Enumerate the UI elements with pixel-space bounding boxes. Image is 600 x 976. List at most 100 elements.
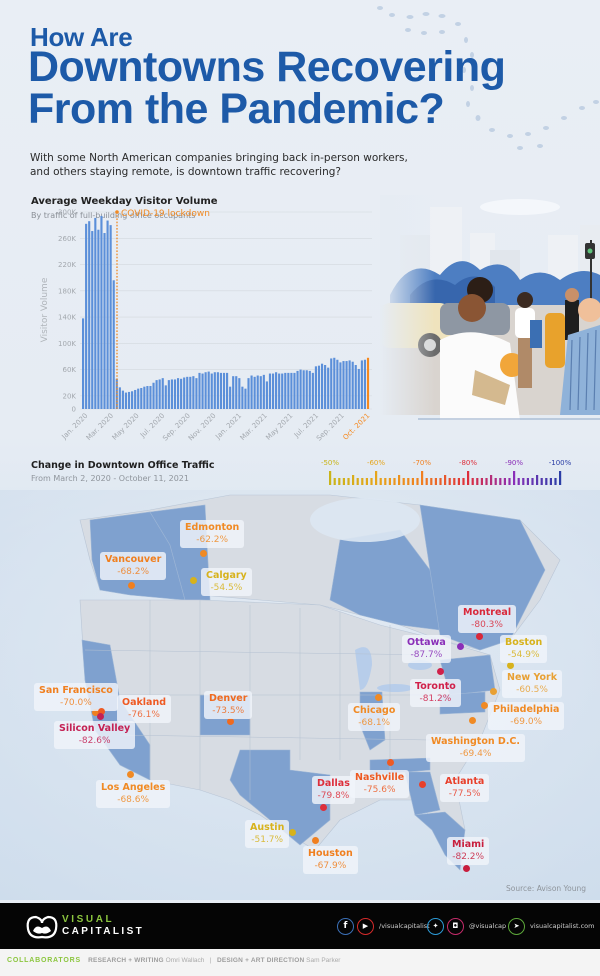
bar bbox=[180, 378, 183, 409]
city-name: Chicago bbox=[353, 705, 396, 716]
youtube-icon[interactable]: ▶ bbox=[357, 917, 374, 935]
bar bbox=[131, 391, 134, 409]
city-value: -68.1% bbox=[358, 718, 391, 728]
city-dot bbox=[199, 549, 207, 557]
page-title: Downtowns Recovering From the Pandemic? bbox=[28, 46, 588, 131]
city-value: -79.8% bbox=[317, 791, 350, 801]
city-value: -81.2% bbox=[419, 694, 452, 704]
y-tick-label: 20K bbox=[63, 392, 77, 400]
city-label-chicago: Chicago -68.1% bbox=[348, 703, 401, 731]
color-scale-legend: -50% -60% -70% -80% -90% -100% bbox=[321, 459, 572, 485]
website-url[interactable]: visualcapitalist.com bbox=[530, 922, 595, 930]
city-value: -87.7% bbox=[410, 650, 443, 660]
map-title: Change in Downtown Office Traffic bbox=[31, 460, 215, 471]
bar bbox=[281, 373, 284, 409]
city-dot bbox=[189, 576, 197, 584]
bar-chart-title: Average Weekday Visitor Volume bbox=[31, 196, 218, 207]
bar bbox=[324, 365, 327, 409]
bar bbox=[284, 372, 287, 409]
bar bbox=[103, 233, 106, 409]
twitter-icon[interactable]: ✦ bbox=[427, 917, 444, 935]
city-label-silicon-valley: Silicon Valley -82.6% bbox=[54, 721, 136, 749]
bar bbox=[222, 372, 226, 409]
role-research-writing: RESEARCH + WRITING bbox=[88, 957, 164, 964]
instagram-icon[interactable]: ◘ bbox=[447, 917, 464, 935]
bar bbox=[88, 221, 91, 409]
lake-erie bbox=[377, 684, 413, 692]
cursor-icon[interactable]: ➤ bbox=[508, 917, 525, 935]
bar bbox=[106, 220, 109, 409]
social-handle-visualcapitalist[interactable]: /visualcapitalist bbox=[379, 922, 430, 930]
social-handle-visualcap[interactable]: @visualcap bbox=[469, 922, 507, 930]
footer-bar: VISUAL CAPITALIST f ▶ /visualcapitalist … bbox=[0, 903, 600, 949]
city-label-boston: Boston -54.9% bbox=[500, 635, 548, 663]
legend-tick-label: -90% bbox=[505, 459, 523, 467]
bar bbox=[238, 378, 241, 409]
bar bbox=[173, 379, 177, 409]
city-label-nashville: Nashville -75.6% bbox=[350, 770, 410, 798]
bar bbox=[97, 229, 100, 409]
city-name: Los Angeles bbox=[101, 782, 166, 793]
bar bbox=[137, 388, 140, 409]
name-design: Sam Parker bbox=[306, 957, 341, 964]
social-facebook-youtube[interactable]: f ▶ /visualcapitalist bbox=[337, 916, 430, 936]
city-label-san-francisco: San Francisco -70.0% bbox=[34, 683, 118, 711]
social-twitter-instagram[interactable]: ✦ ◘ @visualcap bbox=[427, 916, 506, 936]
city-label-ottawa: Ottawa -87.7% bbox=[402, 635, 451, 663]
y-tick-label: 100K bbox=[58, 340, 76, 348]
bar bbox=[143, 386, 146, 409]
city-label-austin: Austin -51.7% bbox=[245, 820, 290, 848]
bar bbox=[216, 372, 219, 409]
y-tick-label: 140K bbox=[58, 314, 76, 322]
city-dot bbox=[506, 661, 514, 669]
bar bbox=[112, 280, 115, 409]
bar bbox=[146, 386, 149, 409]
x-tick-label: Mar. 2021 bbox=[239, 412, 269, 442]
city-label-edmonton: Edmonton -62.2% bbox=[180, 520, 245, 548]
city-value: -54.5% bbox=[210, 583, 243, 593]
city-value: -62.2% bbox=[196, 535, 229, 545]
bar bbox=[287, 372, 290, 409]
bar-chart-subtitle: By traffic of full-building office occup… bbox=[31, 211, 196, 220]
bar bbox=[363, 359, 367, 409]
bar bbox=[290, 372, 293, 409]
visual-capitalist-logo-icon bbox=[26, 915, 58, 939]
chart-bars bbox=[82, 215, 370, 409]
intro-line-2: and others staying remote, is downtown t… bbox=[30, 166, 341, 178]
bar bbox=[265, 381, 268, 409]
bar bbox=[127, 391, 131, 409]
city-dot bbox=[480, 701, 488, 709]
legend-tick-label: -50% bbox=[321, 459, 339, 467]
website-link[interactable]: ➤ visualcapitalist.com bbox=[508, 916, 594, 936]
bar bbox=[85, 223, 88, 409]
city-dot bbox=[226, 717, 234, 725]
bar bbox=[91, 231, 94, 409]
city-street-illustration bbox=[380, 195, 600, 425]
y-axis-labels: 300K 260K 220K 180K 140K 100K 60K 20K 0 bbox=[58, 209, 76, 414]
bar bbox=[271, 373, 275, 409]
city-dot bbox=[436, 667, 444, 675]
facebook-icon[interactable]: f bbox=[337, 917, 354, 935]
bar bbox=[186, 376, 189, 409]
bar bbox=[161, 378, 164, 409]
bar bbox=[302, 370, 305, 409]
bar bbox=[219, 372, 223, 409]
city-dot bbox=[462, 864, 470, 872]
bar bbox=[94, 217, 97, 409]
map-subtitle: From March 2, 2020 - October 11, 2021 bbox=[31, 474, 189, 483]
collaborators-heading: COLLABORATORS bbox=[7, 957, 81, 964]
city-dot bbox=[96, 712, 104, 720]
bar bbox=[226, 372, 229, 409]
bar bbox=[204, 372, 207, 409]
bar bbox=[250, 375, 253, 409]
city-label-oakland: Oakland -76.1% bbox=[117, 695, 172, 723]
bar bbox=[354, 365, 357, 409]
bar bbox=[109, 225, 112, 409]
bar bbox=[149, 386, 152, 409]
city-name: Calgary bbox=[206, 570, 247, 581]
city-dot bbox=[91, 708, 99, 716]
city-value: -68.2% bbox=[117, 567, 150, 577]
city-name: Toronto bbox=[415, 681, 456, 692]
brand-visual: VISUAL bbox=[62, 914, 115, 925]
